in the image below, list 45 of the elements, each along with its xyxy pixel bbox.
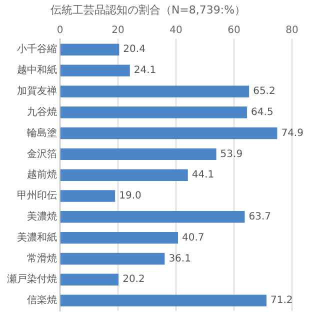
- x-tick-label: 20: [112, 24, 124, 36]
- data-label: 36.1: [168, 253, 191, 264]
- y-tick-label: 信楽焼: [27, 294, 57, 306]
- y-tick-label: 美濃焼: [27, 210, 57, 223]
- bar: [60, 294, 266, 306]
- chart-title: 伝統工芸品認知の割合（N=8,739:%）: [50, 3, 246, 16]
- y-tick-label: 甲州印伝: [17, 190, 57, 202]
- y-tick-label: 加賀友禅: [17, 85, 57, 98]
- x-tick-label: 40: [170, 24, 182, 36]
- x-tick-label: 80: [286, 24, 298, 36]
- y-tick-label: 越中和紙: [17, 64, 57, 76]
- bar: [60, 232, 178, 244]
- y-tick-label: 瀬戸染付焼: [7, 273, 57, 286]
- data-label: 20.4: [123, 44, 146, 56]
- y-tick-label: 小千谷縮: [17, 43, 57, 56]
- bar: [60, 148, 216, 160]
- x-tick-label: 0: [56, 24, 64, 36]
- y-tick-label: 常滑焼: [27, 252, 57, 264]
- bar: [60, 190, 116, 202]
- data-label: 20.2: [122, 274, 145, 286]
- data-label: 44.1: [192, 170, 214, 181]
- bar: [60, 252, 165, 265]
- bar: [60, 211, 245, 223]
- bar: [60, 86, 250, 98]
- bar: [60, 44, 120, 56]
- y-tick-label: 輪島塗: [27, 126, 57, 139]
- y-tick-label: 金沢箔: [27, 148, 57, 160]
- bar: [60, 169, 188, 181]
- y-tick-label: 越前焼: [27, 168, 57, 181]
- data-label: 64.5: [251, 106, 274, 118]
- x-tick-label: 60: [228, 24, 240, 36]
- data-label: 53.9: [220, 148, 243, 160]
- data-label: 71.2: [270, 295, 293, 306]
- bar: [60, 127, 278, 140]
- bar: [60, 64, 130, 76]
- data-label: 40.7: [182, 232, 204, 244]
- bar: [60, 106, 248, 118]
- data-label: 74.9: [281, 128, 304, 139]
- bar: [60, 274, 119, 286]
- data-label: 19.0: [119, 190, 142, 202]
- data-label: 65.2: [253, 86, 276, 98]
- data-label: 24.1: [134, 65, 156, 76]
- y-tick-label: 九谷焼: [27, 106, 57, 118]
- data-label: 63.7: [248, 212, 271, 223]
- y-tick-label: 美濃和紙: [17, 231, 57, 244]
